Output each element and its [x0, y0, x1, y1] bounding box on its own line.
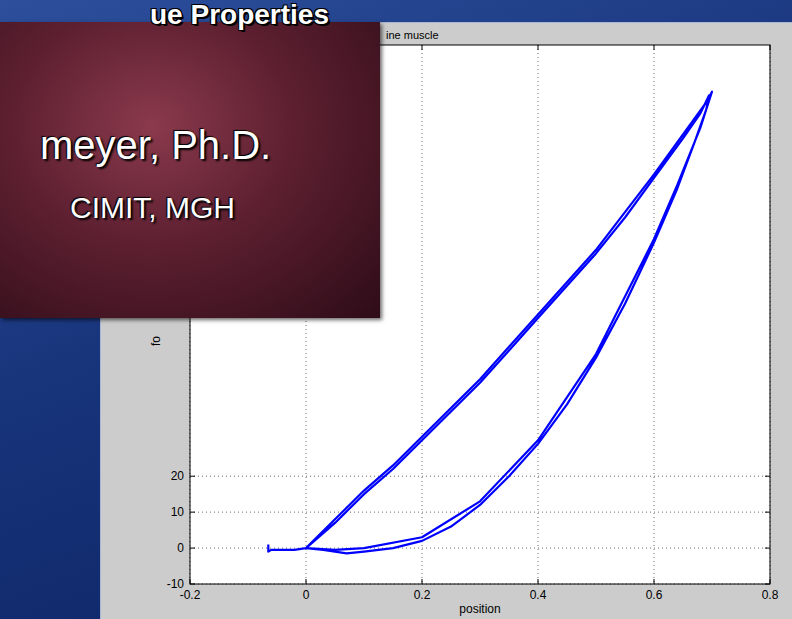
chart-title: ine muscle — [386, 29, 439, 41]
grid-line-y — [190, 512, 770, 513]
y-axis-title: fo — [149, 336, 163, 346]
affiliation: CIMIT, MGH — [70, 190, 235, 226]
y-tick — [190, 512, 195, 513]
y-tick — [190, 548, 195, 549]
x-tick — [538, 579, 539, 584]
x-tick — [306, 579, 307, 584]
x-tick-label: 0 — [303, 588, 310, 602]
y-tick-label: 20 — [171, 469, 185, 483]
x-tick — [190, 579, 191, 584]
x-tick — [770, 579, 771, 584]
y-tick-label: 0 — [177, 541, 184, 555]
grid-line-y — [190, 548, 770, 549]
grid-line-x — [654, 45, 655, 584]
x-tick — [422, 579, 423, 584]
y-tick — [765, 476, 770, 477]
y-tick — [765, 584, 770, 585]
x-tick — [654, 579, 655, 584]
presenter: meyer, Ph.D. — [40, 122, 271, 168]
grid-line-x — [422, 45, 423, 584]
y-tick — [765, 548, 770, 549]
y-tick — [765, 512, 770, 513]
grid-line-y — [190, 476, 770, 477]
y-tick-label: -10 — [167, 577, 185, 591]
x-tick-label: 0.4 — [530, 588, 547, 602]
x-tick — [770, 45, 771, 50]
photo-overlay: meyer, Ph.D. CIMIT, MGH — [0, 22, 380, 318]
x-tick — [538, 45, 539, 50]
y-tick-label: 10 — [171, 505, 185, 519]
x-tick-label: 0.2 — [414, 588, 431, 602]
x-tick — [422, 45, 423, 50]
x-axis-title: position — [459, 602, 500, 616]
slide-title: ue Properties — [150, 0, 329, 30]
x-tick — [654, 45, 655, 50]
x-tick-label: 0.6 — [646, 588, 663, 602]
y-tick — [190, 476, 195, 477]
x-tick-label: 0.8 — [762, 588, 779, 602]
y-tick — [190, 584, 195, 585]
